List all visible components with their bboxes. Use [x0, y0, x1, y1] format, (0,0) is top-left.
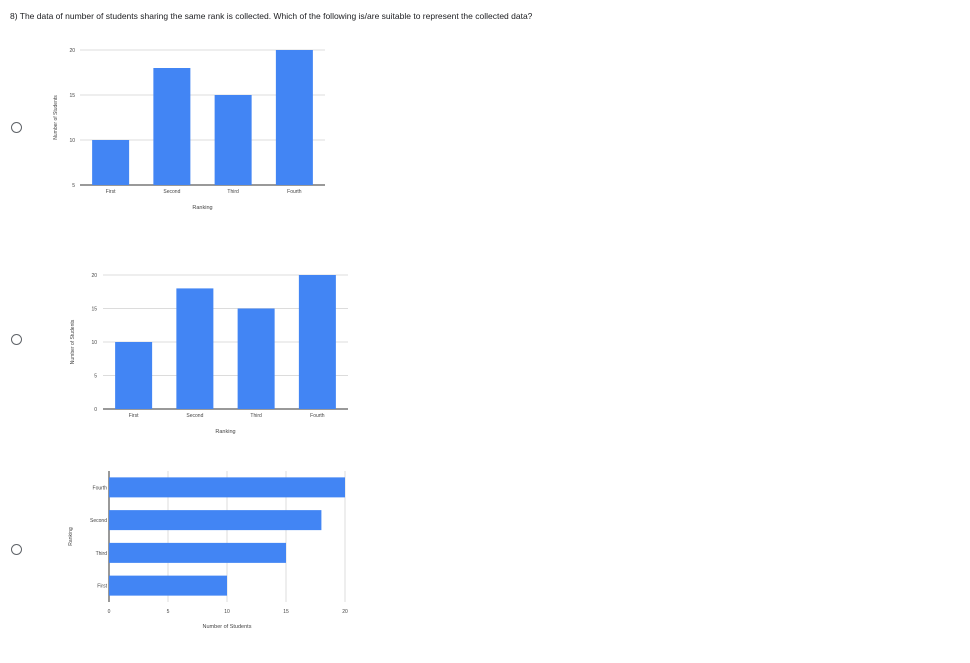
x-tick-label: 20 [342, 609, 348, 615]
x-tick-label: 5 [167, 609, 170, 615]
option-b-radio[interactable] [11, 334, 22, 345]
x-tick-label: Third [227, 189, 239, 195]
y-tick-label: First [97, 584, 107, 590]
x-tick-label: 15 [283, 609, 289, 615]
bar [109, 477, 345, 498]
x-axis-title: Number of Students [203, 624, 252, 630]
bar [214, 95, 252, 185]
bar [298, 275, 336, 409]
bar [275, 50, 313, 185]
question-text: 8) The data of number of students sharin… [10, 11, 533, 21]
y-tick-label: 5 [94, 374, 97, 380]
x-tick-label: 0 [108, 609, 111, 615]
y-tick-label: Fourth [93, 485, 108, 491]
option-c-radio[interactable] [11, 544, 22, 555]
x-tick-label: Second [163, 189, 180, 195]
x-tick-label: Second [186, 413, 203, 419]
x-axis-title: Ranking [192, 205, 212, 211]
x-tick-label: Fourth [310, 413, 325, 419]
bar [109, 542, 286, 563]
y-tick-label: 15 [69, 93, 75, 99]
y-axis-title: Number of Students [53, 95, 59, 140]
x-tick-label: Fourth [287, 189, 302, 195]
y-tick-label: 20 [91, 273, 97, 279]
y-tick-label: 10 [91, 340, 97, 346]
y-tick-label: 0 [94, 407, 97, 413]
y-tick-label: Second [90, 518, 107, 524]
x-axis-title: Ranking [215, 429, 235, 435]
y-tick-label: 10 [69, 138, 75, 144]
bar [109, 510, 322, 531]
bar [109, 575, 227, 596]
option-a-radio[interactable] [11, 122, 22, 133]
bar [92, 140, 130, 185]
y-tick-label: 5 [72, 183, 75, 189]
bar [237, 308, 275, 409]
y-tick-label: Third [96, 551, 108, 557]
bar [115, 342, 153, 409]
y-tick-label: 20 [69, 48, 75, 54]
y-axis-title: Number of Students [70, 319, 76, 364]
x-tick-label: 10 [224, 609, 230, 615]
x-tick-label: First [106, 189, 116, 195]
x-tick-label: First [129, 413, 139, 419]
x-tick-label: Third [250, 413, 262, 419]
bar [176, 288, 214, 409]
y-tick-label: 15 [91, 307, 97, 313]
y-axis-title: Ranking [68, 527, 74, 546]
bar [153, 68, 191, 185]
